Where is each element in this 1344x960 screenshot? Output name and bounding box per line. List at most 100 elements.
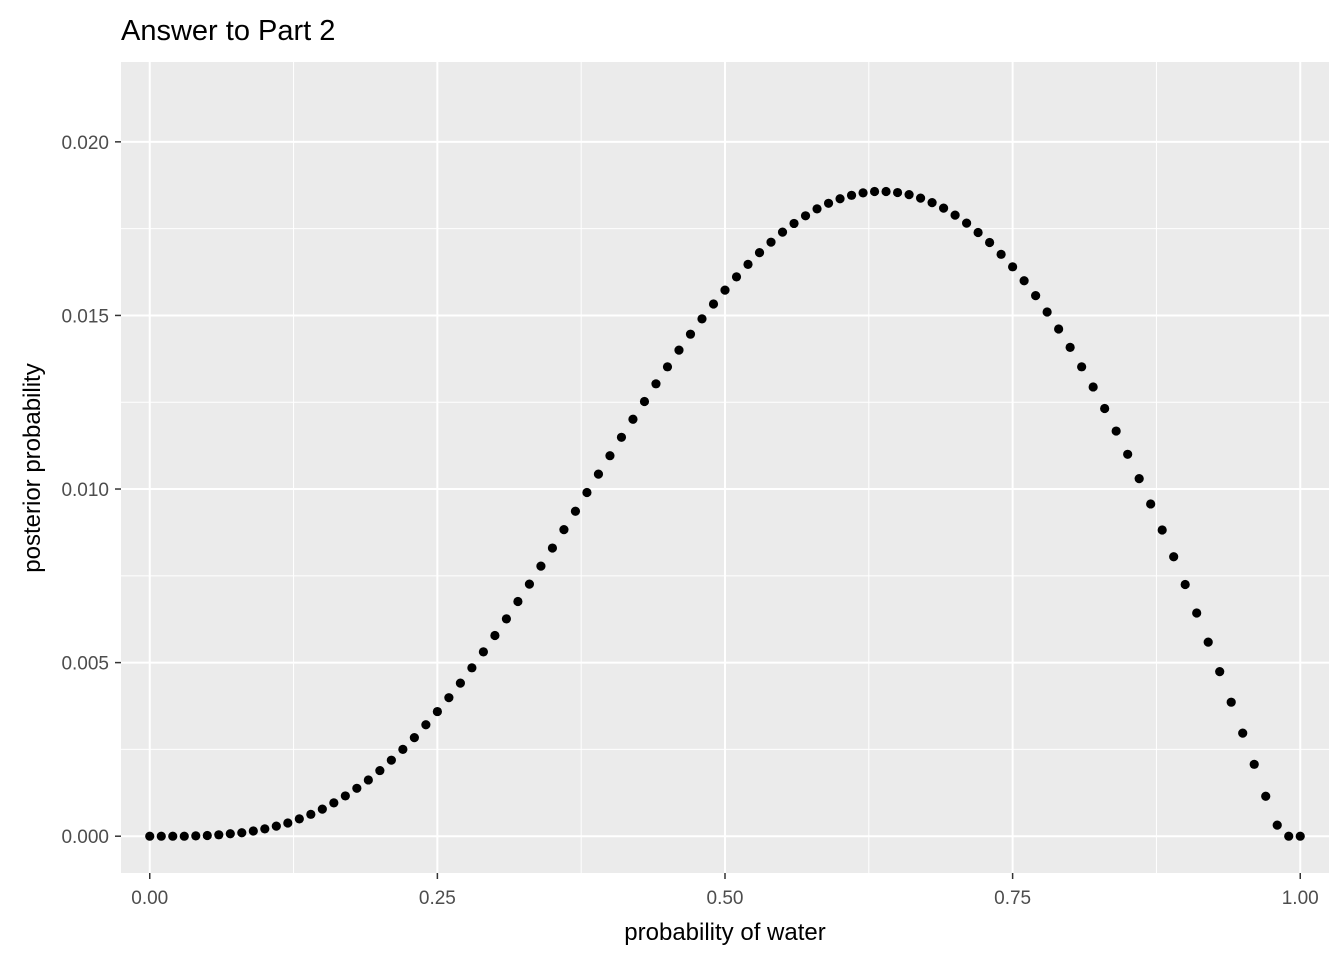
data-point <box>881 186 891 197</box>
data-point <box>145 831 155 841</box>
data-points <box>145 186 1305 841</box>
y-tick-label: 0.000 <box>61 827 109 848</box>
data-point <box>674 345 684 355</box>
data-point <box>225 829 235 839</box>
data-point <box>1215 667 1225 677</box>
data-point <box>375 765 385 776</box>
data-point <box>524 579 535 589</box>
data-point <box>800 211 811 221</box>
data-point <box>1180 579 1190 590</box>
data-point <box>651 379 661 389</box>
data-point <box>329 798 339 808</box>
data-point <box>835 194 845 204</box>
data-point <box>409 733 419 743</box>
data-point <box>340 791 350 801</box>
data-point <box>582 487 592 498</box>
data-point <box>1100 403 1110 414</box>
data-point <box>191 831 201 841</box>
data-point <box>1008 262 1018 272</box>
y-tick-label: 0.005 <box>61 654 109 675</box>
data-point <box>743 259 753 270</box>
data-point <box>179 831 189 841</box>
data-point <box>1226 697 1236 707</box>
data-point <box>432 706 442 717</box>
data-point <box>892 187 903 198</box>
data-point <box>283 818 293 828</box>
data-point <box>501 614 512 624</box>
data-point <box>444 693 454 703</box>
data-point <box>639 396 650 407</box>
data-point <box>927 198 937 208</box>
data-point <box>985 237 995 248</box>
data-point <box>317 804 327 814</box>
data-point <box>812 204 822 214</box>
y-axis-ticks: 0.000 0.005 0.010 0.015 0.020 <box>61 133 121 848</box>
x-axis-ticks: 0.00 0.25 0.50 0.75 1.00 <box>131 873 1319 909</box>
data-point <box>605 451 615 461</box>
y-tick-label: 0.020 <box>61 133 109 154</box>
data-point <box>467 663 477 673</box>
data-point <box>1192 608 1202 618</box>
data-point <box>904 190 914 200</box>
data-point <box>1123 449 1133 459</box>
data-point <box>628 414 638 424</box>
data-point <box>766 237 776 247</box>
data-point <box>720 285 730 295</box>
data-point <box>1042 307 1052 317</box>
data-point <box>973 227 983 238</box>
major-gridlines <box>121 62 1329 873</box>
data-point <box>398 744 408 755</box>
data-point <box>1111 426 1121 436</box>
data-point <box>1134 474 1144 484</box>
y-axis-title: posterior probability <box>19 363 46 572</box>
data-point <box>708 299 719 309</box>
data-point <box>294 814 304 824</box>
data-point <box>1295 831 1305 841</box>
data-point <box>1249 759 1259 769</box>
data-point <box>846 190 857 200</box>
data-point <box>570 506 581 516</box>
data-point <box>616 432 627 442</box>
data-point <box>363 775 373 785</box>
data-point <box>823 198 834 208</box>
data-point <box>478 647 488 657</box>
data-point <box>1238 728 1248 738</box>
data-point <box>697 314 707 324</box>
data-point <box>248 826 258 836</box>
x-tick-label: 1.00 <box>1282 888 1319 909</box>
data-point <box>1019 276 1029 286</box>
data-point <box>490 630 500 641</box>
data-point <box>1077 362 1087 372</box>
x-tick-label: 0.50 <box>707 888 744 909</box>
y-tick-label: 0.015 <box>61 306 109 327</box>
data-point <box>1065 342 1075 352</box>
data-point <box>260 824 270 834</box>
data-point <box>306 809 316 819</box>
data-point <box>685 329 696 339</box>
data-point <box>1284 831 1294 841</box>
y-tick-label: 0.010 <box>61 480 109 501</box>
data-point <box>1054 324 1064 334</box>
data-point <box>731 272 742 282</box>
data-point <box>214 830 224 840</box>
data-point <box>202 830 212 841</box>
data-point <box>271 821 281 831</box>
data-point <box>789 218 799 229</box>
data-point <box>386 755 396 765</box>
x-tick-label: 0.25 <box>419 888 456 909</box>
data-point <box>156 831 166 841</box>
data-point <box>662 362 673 372</box>
data-point <box>777 227 788 237</box>
data-point <box>915 193 926 203</box>
data-point <box>547 543 558 553</box>
data-point <box>869 186 880 197</box>
data-point <box>352 783 362 793</box>
data-point <box>962 218 972 228</box>
data-point <box>536 561 546 571</box>
data-point <box>858 188 868 198</box>
data-point <box>754 247 765 258</box>
chart-title: Answer to Part 2 <box>121 15 335 47</box>
data-point <box>559 525 569 535</box>
data-point <box>1203 637 1213 647</box>
